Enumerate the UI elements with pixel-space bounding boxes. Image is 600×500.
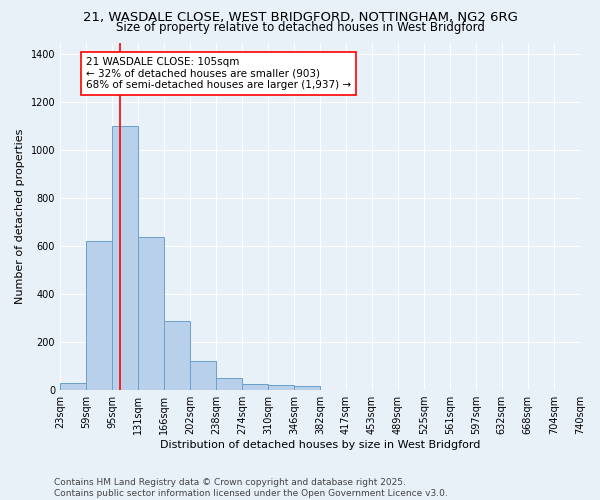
Text: 21, WASDALE CLOSE, WEST BRIDGFORD, NOTTINGHAM, NG2 6RG: 21, WASDALE CLOSE, WEST BRIDGFORD, NOTTI… <box>83 11 517 24</box>
Bar <box>294 386 320 390</box>
X-axis label: Distribution of detached houses by size in West Bridgford: Distribution of detached houses by size … <box>160 440 480 450</box>
Bar <box>190 362 216 390</box>
Text: Contains HM Land Registry data © Crown copyright and database right 2025.
Contai: Contains HM Land Registry data © Crown c… <box>54 478 448 498</box>
Bar <box>112 126 139 390</box>
Bar <box>242 384 268 390</box>
Bar <box>60 383 86 390</box>
Bar <box>86 242 112 390</box>
Bar <box>216 378 242 390</box>
Bar <box>268 386 294 390</box>
Y-axis label: Number of detached properties: Number of detached properties <box>15 128 25 304</box>
Bar <box>164 320 190 390</box>
Text: Size of property relative to detached houses in West Bridgford: Size of property relative to detached ho… <box>116 21 484 34</box>
Bar <box>139 236 164 390</box>
Text: 21 WASDALE CLOSE: 105sqm
← 32% of detached houses are smaller (903)
68% of semi-: 21 WASDALE CLOSE: 105sqm ← 32% of detach… <box>86 57 351 90</box>
